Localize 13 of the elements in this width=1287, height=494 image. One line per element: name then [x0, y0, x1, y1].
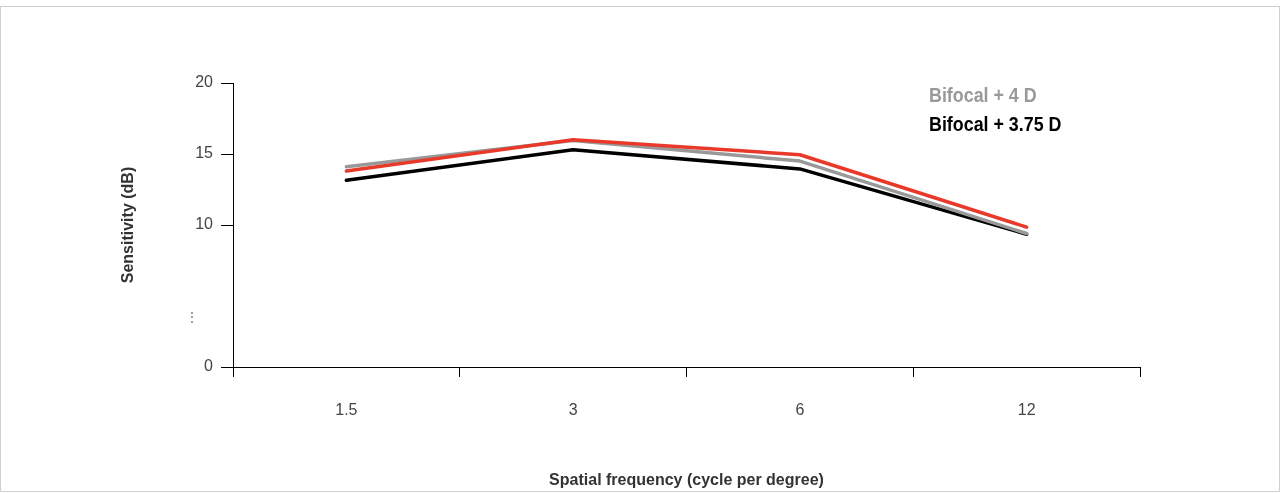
text: Bifocal + 3.75 D [929, 111, 1062, 137]
x-tick-label: 3 [568, 401, 578, 419]
y-tick-label: 10 [195, 215, 214, 233]
x-tick-label: 12 [1017, 401, 1036, 419]
x-tick-label: 6 [795, 401, 805, 419]
y-axis-title: Sensitivity (dB) [119, 166, 137, 284]
text: Bifocal + 4 D [929, 82, 1038, 108]
y-tick-label: 0 [204, 357, 214, 375]
y-tick-label: 20 [195, 73, 214, 91]
text: ⋮ [186, 310, 198, 324]
x-axis-title: Spatial frequency (cycle per degree) [549, 470, 824, 488]
y-tick-label: 15 [195, 144, 214, 162]
x-tick-label: 1.5 [335, 401, 358, 419]
